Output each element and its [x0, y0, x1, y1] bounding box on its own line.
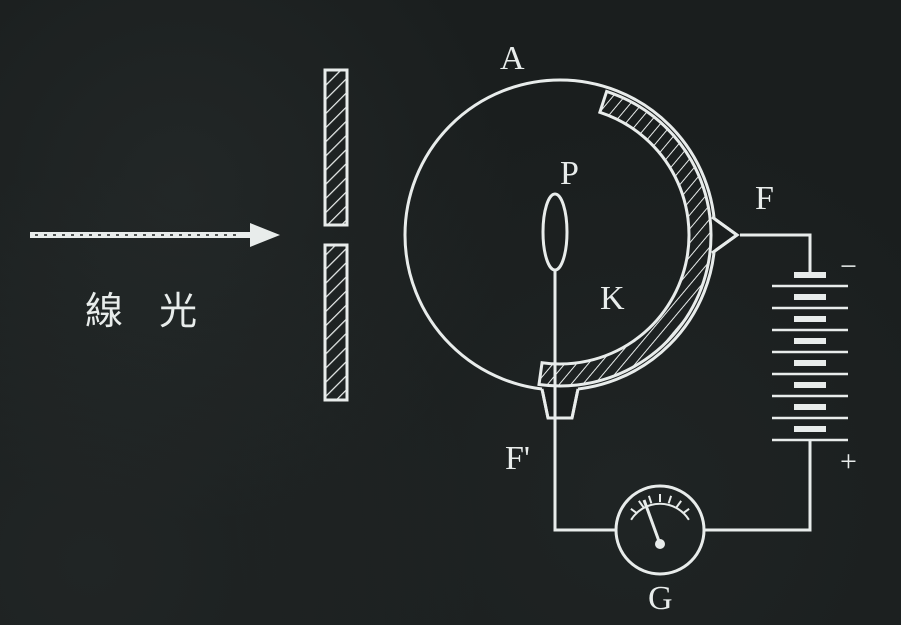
battery-minus: − [840, 250, 857, 284]
battery [772, 275, 848, 440]
photocell-bulb [405, 80, 737, 465]
label-K: K [600, 280, 625, 318]
slit-aperture [325, 70, 347, 400]
battery-plus: + [840, 445, 857, 479]
label-G: G [648, 580, 673, 618]
label-F-prime: F' [505, 440, 530, 478]
light-label: 線 光 [85, 280, 210, 335]
galvanometer [616, 486, 704, 574]
label-P: P [560, 155, 579, 193]
label-F: F [755, 180, 774, 218]
light-arrow [30, 223, 280, 247]
label-A: A [500, 40, 525, 78]
